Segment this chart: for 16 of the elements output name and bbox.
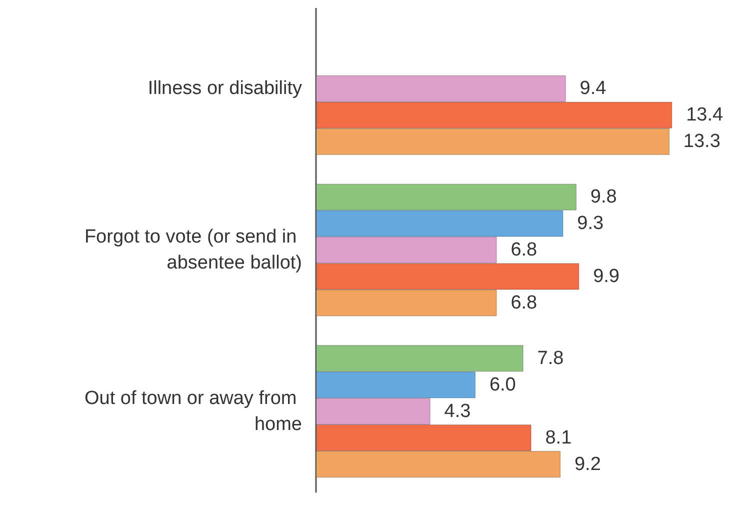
data-label: 7.8 <box>537 348 564 369</box>
y-tick-label: Forgot to vote (or send in absentee ballot) <box>84 226 302 274</box>
data-label: 6.8 <box>510 292 538 314</box>
data-label: 8.1 <box>545 427 572 448</box>
data-label: 9.3 <box>577 213 604 234</box>
y-tick-label: Out of town or away from home <box>84 388 302 435</box>
data-label: 9.9 <box>593 266 620 287</box>
data-label: 9.2 <box>574 454 601 475</box>
data-label: 6.0 <box>489 374 516 396</box>
data-label: 13.3 <box>683 131 720 152</box>
data-label: 9.4 <box>580 78 607 100</box>
data-label: 9.8 <box>590 186 617 208</box>
data-label: 6.8 <box>510 240 538 260</box>
data-label: 13.4 <box>686 104 724 126</box>
data-label: 4.3 <box>444 400 471 422</box>
y-tick-label: Illness or disability <box>148 78 302 100</box>
